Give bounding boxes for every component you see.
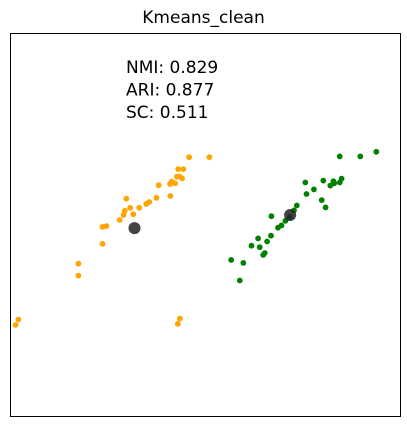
data-point-cluster-2-27	[338, 175, 345, 182]
metric-annotation-3: SC: 0.511	[126, 103, 208, 123]
data-point-cluster-2-30	[357, 153, 364, 160]
chart-title: Kmeans_clean	[142, 8, 265, 28]
data-point-cluster-1-13	[127, 204, 134, 211]
data-point-cluster-1-12	[130, 211, 137, 218]
metric-annotation-1: NMI: 0.829	[126, 58, 218, 78]
metric-annotation-2: ARI: 0.877	[126, 81, 214, 101]
data-point-cluster-2-1	[228, 257, 235, 263]
data-point-cluster-2-19	[302, 179, 309, 186]
data-point-cluster-1-10	[123, 195, 130, 202]
data-point-cluster-1-25	[179, 175, 186, 182]
data-point-cluster-1-14	[136, 204, 143, 211]
points-layer	[12, 148, 380, 328]
data-point-cluster-1-1	[12, 322, 19, 328]
data-point-cluster-2-9	[264, 238, 270, 245]
data-point-cluster-2-28	[318, 197, 325, 204]
data-point-cluster-2-22	[322, 204, 329, 211]
data-point-cluster-1-11	[121, 207, 128, 214]
data-point-cluster-1-3	[75, 272, 82, 279]
data-point-cluster-2-17	[293, 202, 300, 209]
data-point-cluster-2-3	[240, 260, 247, 266]
data-point-cluster-1-24	[175, 166, 182, 173]
data-point-cluster-1-8	[116, 217, 123, 223]
data-point-cluster-1-28	[186, 154, 193, 161]
data-point-cluster-2-21	[320, 177, 327, 184]
data-point-cluster-2-5	[255, 235, 261, 242]
data-point-cluster-1-17	[153, 194, 160, 201]
data-point-cluster-2-25	[331, 180, 338, 187]
data-point-cluster-2-10	[268, 232, 274, 239]
data-point-cluster-1-4	[75, 260, 82, 267]
centroid-2	[284, 209, 297, 221]
data-point-cluster-2-11	[268, 213, 275, 220]
data-point-cluster-1-22	[172, 180, 179, 187]
data-point-cluster-1-31	[174, 320, 181, 327]
data-point-cluster-1-5	[99, 240, 106, 247]
plot-frame	[10, 33, 401, 417]
data-point-cluster-1-26	[180, 166, 187, 173]
data-point-cluster-2-18	[303, 191, 310, 197]
centroid-layer	[128, 209, 297, 235]
data-point-cluster-2-20	[311, 186, 317, 193]
data-point-cluster-2-31	[373, 148, 380, 155]
data-point-cluster-2-29	[336, 153, 343, 160]
data-point-cluster-1-18	[155, 182, 162, 189]
data-point-cluster-2-4	[248, 242, 255, 249]
data-point-cluster-1-7	[103, 223, 110, 230]
data-point-cluster-1-16	[146, 199, 153, 205]
data-point-cluster-1-2	[15, 316, 22, 323]
data-point-cluster-2-8	[261, 250, 268, 256]
centroid-1	[128, 222, 141, 235]
data-point-cluster-2-2	[236, 277, 243, 284]
data-point-cluster-1-29	[206, 154, 213, 161]
data-point-cluster-1-27	[167, 193, 174, 199]
data-point-cluster-2-6	[256, 244, 263, 251]
data-point-cluster-2-13	[278, 222, 285, 229]
data-point-cluster-1-30	[176, 315, 183, 322]
